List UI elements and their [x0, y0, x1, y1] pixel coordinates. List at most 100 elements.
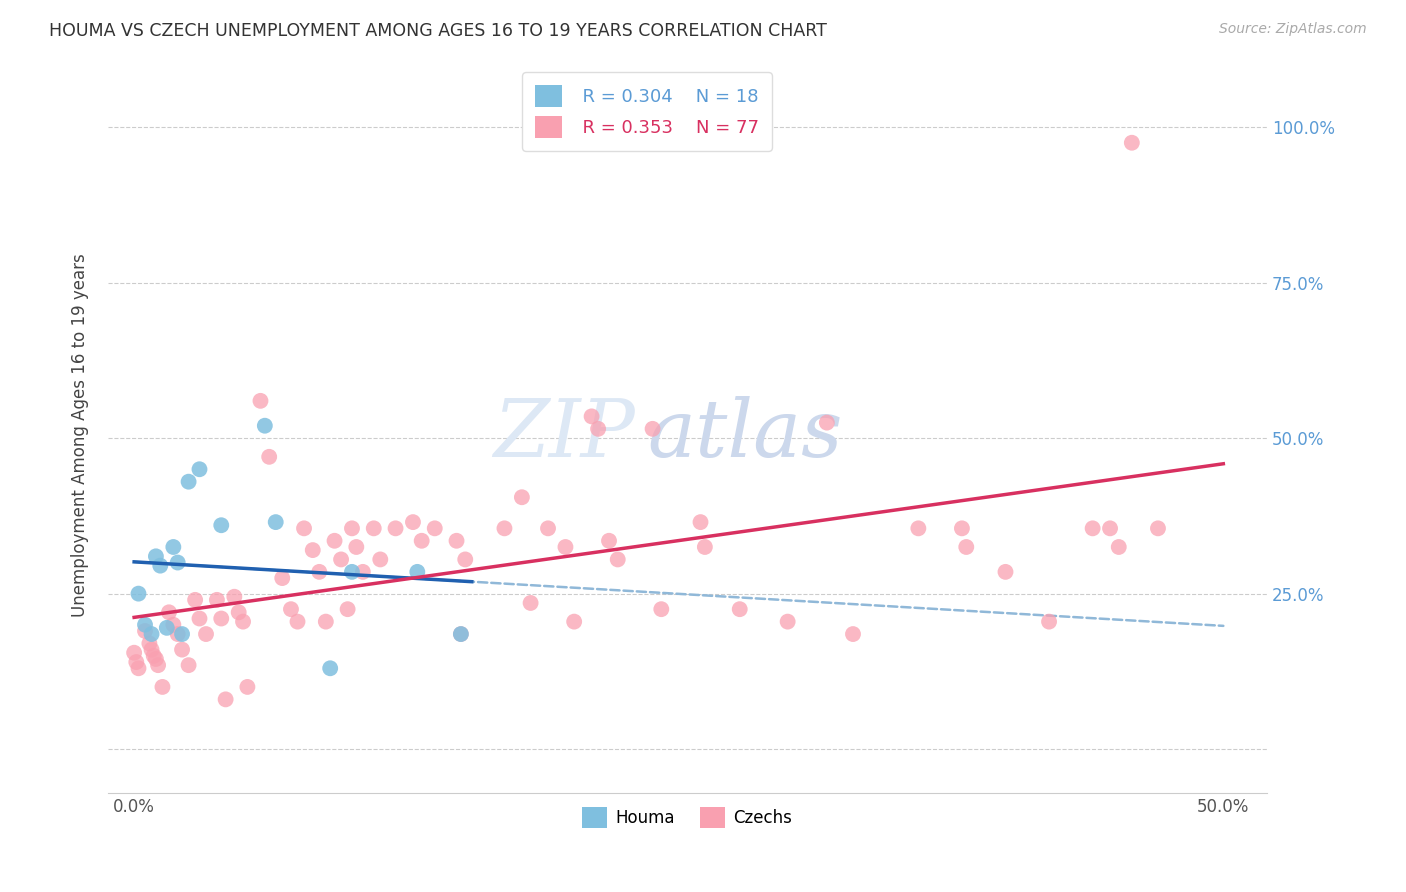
Point	[188, 611, 211, 625]
Point	[1108, 540, 1130, 554]
Point	[138, 636, 160, 650]
Point	[689, 515, 711, 529]
Point	[402, 515, 425, 529]
Legend: Houma, Czechs: Houma, Czechs	[575, 801, 799, 834]
Point	[170, 642, 193, 657]
Point	[308, 565, 330, 579]
Point	[510, 490, 533, 504]
Point	[232, 615, 254, 629]
Point	[149, 558, 172, 573]
Point	[146, 658, 169, 673]
Point	[184, 592, 207, 607]
Point	[228, 605, 250, 619]
Point	[145, 549, 167, 564]
Point	[728, 602, 751, 616]
Point	[411, 533, 433, 548]
Point	[330, 552, 353, 566]
Point	[363, 521, 385, 535]
Point	[406, 565, 429, 579]
Point	[842, 627, 865, 641]
Point	[145, 652, 167, 666]
Point	[384, 521, 406, 535]
Point	[1081, 521, 1104, 535]
Point	[693, 540, 716, 554]
Point	[141, 642, 163, 657]
Text: HOUMA VS CZECH UNEMPLOYMENT AMONG AGES 16 TO 19 YEARS CORRELATION CHART: HOUMA VS CZECH UNEMPLOYMENT AMONG AGES 1…	[49, 22, 827, 40]
Point	[368, 552, 391, 566]
Point	[1147, 521, 1170, 535]
Point	[352, 565, 374, 579]
Point	[142, 648, 165, 663]
Point	[166, 627, 188, 641]
Point	[152, 680, 174, 694]
Point	[1038, 615, 1060, 629]
Point	[162, 540, 184, 554]
Point	[336, 602, 359, 616]
Point	[340, 565, 363, 579]
Point	[519, 596, 541, 610]
Y-axis label: Unemployment Among Ages 16 to 19 years: Unemployment Among Ages 16 to 19 years	[72, 253, 89, 617]
Point	[323, 533, 346, 548]
Point	[537, 521, 560, 535]
Point	[122, 646, 145, 660]
Point	[177, 658, 200, 673]
Point	[209, 518, 232, 533]
Point	[301, 543, 323, 558]
Point	[907, 521, 929, 535]
Point	[166, 556, 188, 570]
Point	[1121, 136, 1143, 150]
Text: Source: ZipAtlas.com: Source: ZipAtlas.com	[1219, 22, 1367, 37]
Point	[157, 605, 180, 619]
Point	[340, 521, 363, 535]
Point	[188, 462, 211, 476]
Point	[141, 627, 163, 641]
Point	[586, 422, 609, 436]
Point	[195, 627, 218, 641]
Point	[205, 592, 228, 607]
Point	[287, 615, 309, 629]
Point	[494, 521, 516, 535]
Point	[554, 540, 576, 554]
Point	[177, 475, 200, 489]
Point	[280, 602, 302, 616]
Point	[214, 692, 236, 706]
Point	[344, 540, 367, 554]
Point	[650, 602, 672, 616]
Point	[776, 615, 799, 629]
Point	[423, 521, 446, 535]
Point	[319, 661, 342, 675]
Point	[236, 680, 259, 694]
Point	[292, 521, 315, 535]
Point	[257, 450, 280, 464]
Point	[209, 611, 232, 625]
Point	[170, 627, 193, 641]
Point	[271, 571, 294, 585]
Point	[127, 661, 149, 675]
Point	[134, 617, 156, 632]
Point	[127, 587, 149, 601]
Point	[125, 655, 148, 669]
Point	[253, 418, 276, 433]
Point	[641, 422, 664, 436]
Point	[264, 515, 287, 529]
Point	[249, 393, 271, 408]
Point	[315, 615, 337, 629]
Point	[1099, 521, 1122, 535]
Point	[446, 533, 468, 548]
Point	[994, 565, 1017, 579]
Point	[562, 615, 585, 629]
Point	[450, 627, 472, 641]
Text: atlas: atlas	[647, 396, 842, 474]
Point	[162, 617, 184, 632]
Point	[815, 416, 838, 430]
Point	[950, 521, 973, 535]
Text: ZIP: ZIP	[494, 396, 636, 474]
Point	[224, 590, 246, 604]
Point	[134, 624, 156, 638]
Point	[955, 540, 977, 554]
Point	[606, 552, 628, 566]
Point	[598, 533, 620, 548]
Point	[450, 627, 472, 641]
Point	[454, 552, 477, 566]
Point	[156, 621, 179, 635]
